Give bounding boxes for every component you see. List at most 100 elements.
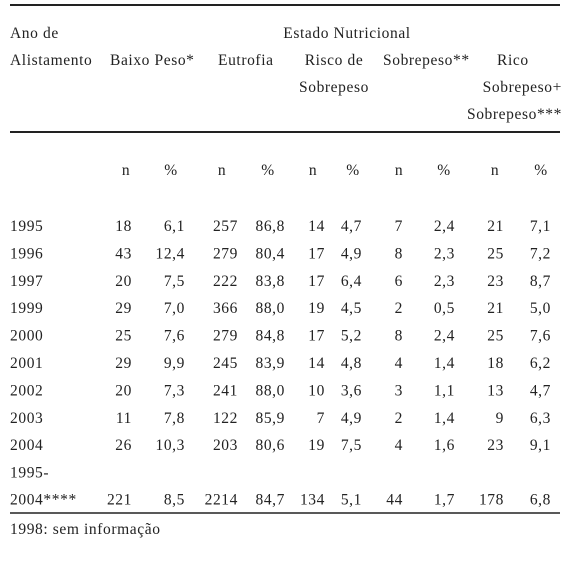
cell: 13 xyxy=(487,382,504,399)
cell: 7,3 xyxy=(164,382,185,399)
cell: 80,6 xyxy=(255,437,285,454)
cell: 7 xyxy=(317,410,325,427)
cell: 8 xyxy=(395,245,403,262)
cell: 17 xyxy=(308,273,325,290)
cell: 7,6 xyxy=(164,328,185,345)
cell: 43 xyxy=(115,245,132,262)
cell: 2 xyxy=(395,300,403,317)
cell: 6,2 xyxy=(530,355,551,372)
cell: 279 xyxy=(213,245,238,262)
cell: 7 xyxy=(395,218,403,235)
cell: 11 xyxy=(116,410,132,427)
cell: 6,8 xyxy=(530,492,551,509)
cell: 1,6 xyxy=(434,437,455,454)
cell: 21 xyxy=(487,300,504,317)
subheader: n xyxy=(395,162,403,179)
cell: 241 xyxy=(213,382,238,399)
cell: 221 xyxy=(107,492,132,509)
cell: 279 xyxy=(213,328,238,345)
cell: 29 xyxy=(115,300,132,317)
cell: 203 xyxy=(213,437,238,454)
cell: 1,4 xyxy=(434,410,455,427)
cell: 88,0 xyxy=(255,382,285,399)
cell: 4,9 xyxy=(341,410,362,427)
cell: 222 xyxy=(213,273,238,290)
cell: 6,4 xyxy=(341,273,362,290)
cell: 23 xyxy=(487,273,504,290)
cell: 7,5 xyxy=(341,437,362,454)
column-header: Sobrepeso** xyxy=(383,52,470,69)
footnote: 1998: sem informação xyxy=(10,521,161,538)
row-year: 2004 xyxy=(10,437,43,454)
cell: 6,3 xyxy=(530,410,551,427)
subheader: % xyxy=(437,162,451,179)
cell: 7,5 xyxy=(164,273,185,290)
subheader: n xyxy=(309,162,317,179)
cell: 2,3 xyxy=(434,273,455,290)
cell: 1,1 xyxy=(434,382,455,399)
subheader: n xyxy=(491,162,499,179)
row-year: 2003 xyxy=(10,410,43,427)
cell: 9 xyxy=(496,410,504,427)
cell: 83,8 xyxy=(255,273,285,290)
cell: 134 xyxy=(300,492,325,509)
cell: 6,1 xyxy=(164,218,185,235)
column-header: Sobrepeso*** xyxy=(467,106,562,123)
cell: 7,2 xyxy=(530,245,551,262)
cell: 18 xyxy=(115,218,132,235)
cell: 20 xyxy=(115,273,132,290)
subheader: % xyxy=(346,162,360,179)
cell: 21 xyxy=(487,218,504,235)
cell: 122 xyxy=(213,410,238,427)
cell: 2,3 xyxy=(434,245,455,262)
cell: 29 xyxy=(115,355,132,372)
cell: 9,9 xyxy=(164,355,185,372)
row-year: 1995 xyxy=(10,218,43,235)
cell: 9,1 xyxy=(530,437,551,454)
cell: 12,4 xyxy=(155,245,185,262)
cell: 6 xyxy=(395,273,403,290)
row-year: 2001 xyxy=(10,355,43,372)
cell: 4,5 xyxy=(341,300,362,317)
cell: 26 xyxy=(115,437,132,454)
year-header: Alistamento xyxy=(10,52,92,69)
cell: 14 xyxy=(308,218,325,235)
cell: 18 xyxy=(487,355,504,372)
cell: 8,5 xyxy=(164,492,185,509)
cell: 84,8 xyxy=(255,328,285,345)
column-header: Risco de xyxy=(305,52,364,69)
cell: 8,7 xyxy=(530,273,551,290)
cell: 44 xyxy=(386,492,403,509)
column-header: Sobrepeso xyxy=(299,79,369,96)
cell: 257 xyxy=(213,218,238,235)
column-header: Sobrepeso+ xyxy=(483,79,562,96)
cell: 4,7 xyxy=(530,382,551,399)
cell: 7,8 xyxy=(164,410,185,427)
cell: 2 xyxy=(395,410,403,427)
cell: 5,1 xyxy=(341,492,362,509)
cell: 25 xyxy=(487,245,504,262)
cell: 4 xyxy=(395,437,403,454)
cell: 5,0 xyxy=(530,300,551,317)
column-header: Baixo Peso* xyxy=(110,52,195,69)
cell: 4,9 xyxy=(341,245,362,262)
cell: 17 xyxy=(308,245,325,262)
subheader: n xyxy=(122,162,130,179)
cell: 4,8 xyxy=(341,355,362,372)
subheader: % xyxy=(164,162,178,179)
cell: 25 xyxy=(487,328,504,345)
cell: 80,4 xyxy=(255,245,285,262)
row-year: 2002 xyxy=(10,382,43,399)
row-year: 2000 xyxy=(10,328,43,345)
cell: 86,8 xyxy=(255,218,285,235)
cell: 2,4 xyxy=(434,218,455,235)
cell: 84,7 xyxy=(255,492,285,509)
cell: 178 xyxy=(479,492,504,509)
cell: 4,7 xyxy=(341,218,362,235)
cell: 14 xyxy=(308,355,325,372)
cell: 10,3 xyxy=(155,437,185,454)
row-year: 1996 xyxy=(10,245,43,262)
cell: 1,7 xyxy=(434,492,455,509)
cell: 5,2 xyxy=(341,328,362,345)
